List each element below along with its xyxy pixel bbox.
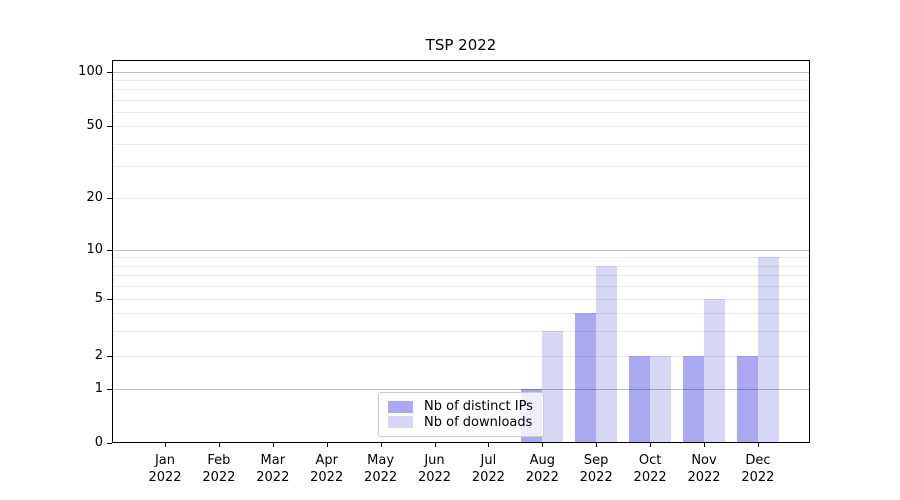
y-tick-label-1: 1 — [94, 381, 103, 396]
legend: Nb of distinct IPs Nb of downloads — [378, 392, 544, 437]
x-tick-label-apr: Apr 2022 — [310, 453, 344, 485]
x-tick-mark-may — [380, 443, 382, 447]
y-tick-label-10: 10 — [86, 242, 103, 257]
x-tick-mark-apr — [326, 443, 328, 447]
y-tick-mark-2 — [107, 356, 112, 357]
bar-oct-downloads — [650, 356, 672, 442]
x-tick-mark-jan — [165, 443, 166, 447]
gridline-10 — [113, 250, 809, 251]
gridline-1 — [113, 389, 809, 390]
x-tick-label-jul: Jul 2022 — [471, 453, 505, 485]
x-tick-mark-sep — [596, 443, 598, 447]
gridline-7 — [113, 275, 809, 277]
gridline-60 — [113, 111, 809, 113]
legend-label-distinct-ips: Nb of distinct IPs — [424, 399, 533, 415]
bar-nov-distinct-ips — [683, 356, 704, 442]
bar-nov-downloads — [704, 299, 725, 442]
y-tick-mark-1 — [107, 389, 112, 390]
gridline-80 — [113, 89, 809, 91]
x-tick-mark-mar — [272, 443, 274, 447]
bar-sep-downloads — [596, 265, 618, 442]
gridline-90 — [113, 80, 809, 82]
y-tick-label-50: 50 — [86, 118, 103, 133]
y-tick-mark-10 — [107, 250, 112, 251]
y-tick-label-2: 2 — [94, 348, 103, 363]
y-tick-mark-5 — [107, 299, 112, 300]
gridline-9 — [113, 257, 809, 259]
x-tick-label-mar: Mar 2022 — [256, 453, 290, 485]
gridline-5 — [113, 299, 809, 300]
x-tick-mark-jul — [488, 443, 490, 447]
x-tick-mark-oct — [650, 443, 652, 447]
y-tick-mark-20 — [107, 198, 112, 199]
x-tick-mark-aug — [542, 443, 544, 447]
x-tick-label-jun: Jun 2022 — [417, 453, 452, 485]
legend-entry-downloads: Nb of downloads — [388, 415, 534, 431]
gridline-8 — [113, 265, 809, 267]
x-tick-label-oct: Oct 2022 — [633, 453, 667, 485]
x-tick-mark-dec — [757, 443, 759, 447]
bar-dec-downloads — [757, 257, 779, 442]
x-tick-label-aug: Aug 2022 — [525, 453, 559, 485]
x-tick-label-feb: Feb 2022 — [202, 453, 236, 485]
gridline-40 — [113, 143, 809, 145]
y-tick-label-100: 100 — [78, 64, 103, 79]
x-tick-label-dec: Dec 2022 — [741, 453, 775, 485]
chart-title: TSP 2022 — [425, 36, 497, 54]
gridline-100 — [113, 72, 809, 73]
legend-entry-distinct-ips: Nb of distinct IPs — [388, 399, 534, 415]
gridline-20 — [113, 198, 809, 199]
gridline-50 — [113, 126, 809, 127]
gridline-4 — [113, 312, 809, 314]
bar-oct-distinct-ips — [629, 356, 651, 442]
gridline-30 — [113, 166, 809, 168]
gridline-2 — [113, 356, 809, 357]
x-tick-mark-feb — [218, 443, 220, 447]
y-tick-label-5: 5 — [94, 291, 103, 306]
bar-aug-downloads — [542, 330, 564, 442]
x-tick-label-jan: Jan 2022 — [148, 453, 182, 485]
legend-swatch-downloads — [388, 416, 413, 429]
y-tick-label-0: 0 — [94, 435, 103, 450]
x-tick-label-nov: Nov 2022 — [687, 453, 721, 485]
bar-sep-distinct-ips — [575, 312, 597, 442]
gridline-3 — [113, 330, 809, 332]
gridline-6 — [113, 286, 809, 288]
x-tick-label-sep: Sep 2022 — [579, 453, 613, 485]
y-tick-mark-100 — [107, 72, 112, 73]
y-tick-mark-50 — [107, 126, 112, 127]
legend-label-downloads: Nb of downloads — [424, 414, 533, 430]
legend-swatch-distinct-ips — [388, 400, 413, 413]
x-tick-label-may: May 2022 — [364, 453, 398, 485]
x-tick-mark-nov — [704, 443, 705, 447]
x-tick-mark-jun — [434, 443, 436, 447]
y-tick-label-20: 20 — [86, 190, 103, 205]
bar-dec-distinct-ips — [736, 356, 758, 442]
gridline-70 — [113, 99, 809, 101]
y-tick-mark-0 — [107, 443, 112, 444]
